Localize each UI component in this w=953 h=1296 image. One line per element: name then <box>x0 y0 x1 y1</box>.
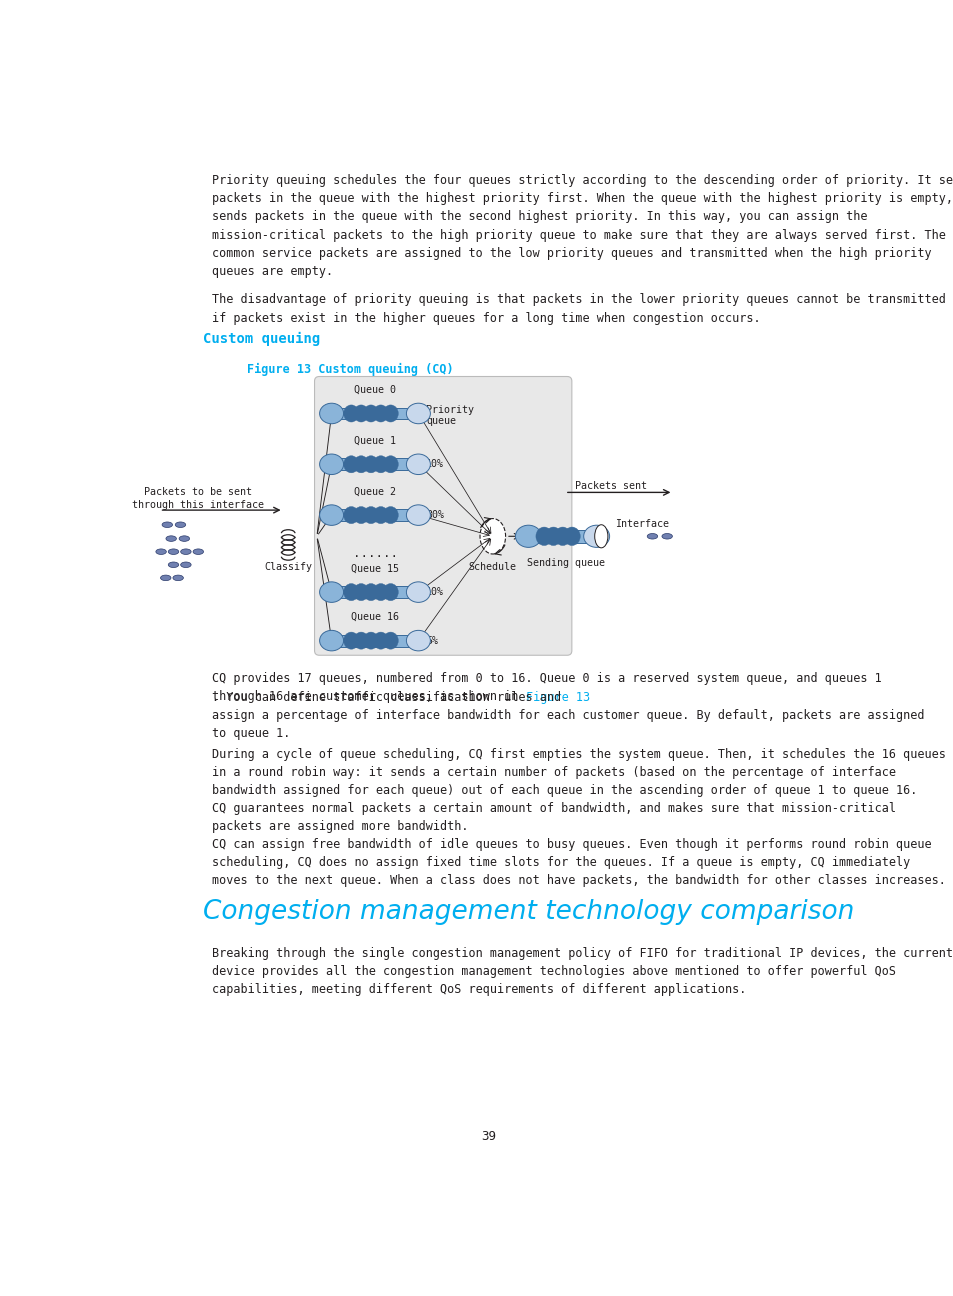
Ellipse shape <box>373 507 388 524</box>
Ellipse shape <box>373 583 388 600</box>
Text: Breaking through the single congestion management policy of FIFO for traditional: Breaking through the single congestion m… <box>212 947 952 997</box>
Text: Sending queue: Sending queue <box>527 557 605 568</box>
Ellipse shape <box>180 562 191 568</box>
Ellipse shape <box>319 454 343 474</box>
Ellipse shape <box>343 583 358 600</box>
Text: Figure 13 Custom queuing (CQ): Figure 13 Custom queuing (CQ) <box>247 363 454 376</box>
Ellipse shape <box>382 583 397 600</box>
Ellipse shape <box>172 575 183 581</box>
Text: Interface: Interface <box>615 520 669 529</box>
Ellipse shape <box>179 535 190 542</box>
Ellipse shape <box>583 525 609 547</box>
Ellipse shape <box>661 534 672 539</box>
Ellipse shape <box>536 527 552 546</box>
Ellipse shape <box>343 507 358 524</box>
Polygon shape <box>332 459 418 470</box>
Text: Priority: Priority <box>426 404 474 415</box>
Ellipse shape <box>406 582 430 603</box>
Ellipse shape <box>193 550 203 555</box>
Ellipse shape <box>363 632 378 649</box>
Ellipse shape <box>343 456 358 473</box>
Ellipse shape <box>594 525 607 548</box>
Ellipse shape <box>382 404 397 422</box>
Ellipse shape <box>646 534 657 539</box>
Text: Queue 16: Queue 16 <box>351 612 398 622</box>
Text: CQ can assign free bandwidth of idle queues to busy queues. Even though it perfo: CQ can assign free bandwidth of idle que… <box>212 837 945 888</box>
Polygon shape <box>528 530 596 543</box>
Text: Queue 15: Queue 15 <box>351 564 398 574</box>
Ellipse shape <box>363 583 378 600</box>
Ellipse shape <box>563 527 579 546</box>
Text: Schedule: Schedule <box>468 561 517 572</box>
Ellipse shape <box>479 518 505 553</box>
Text: Custom queuing: Custom queuing <box>203 332 320 346</box>
Polygon shape <box>332 407 418 420</box>
Ellipse shape <box>168 550 178 555</box>
Text: Packets sent: Packets sent <box>575 481 646 491</box>
Ellipse shape <box>354 404 369 422</box>
Text: 30%: 30% <box>426 511 444 520</box>
Ellipse shape <box>363 507 378 524</box>
Ellipse shape <box>155 550 166 555</box>
Ellipse shape <box>180 550 191 555</box>
Ellipse shape <box>406 505 430 525</box>
Ellipse shape <box>354 583 369 600</box>
Ellipse shape <box>406 403 430 424</box>
Ellipse shape <box>319 505 343 525</box>
Text: Packets to be sent
through this interface: Packets to be sent through this interfac… <box>132 487 264 509</box>
Ellipse shape <box>544 527 561 546</box>
FancyBboxPatch shape <box>314 377 571 656</box>
Ellipse shape <box>382 456 397 473</box>
Ellipse shape <box>382 632 397 649</box>
Ellipse shape <box>160 575 171 581</box>
Text: . You can define traffic classification rules and
assign a percentage of interfa: . You can define traffic classification … <box>212 691 923 740</box>
Text: The disadvantage of priority queuing is that packets in the lower priority queue: The disadvantage of priority queuing is … <box>212 293 945 324</box>
Text: Priority queuing schedules the four queues strictly according to the descending : Priority queuing schedules the four queu… <box>212 174 953 279</box>
Text: 10%: 10% <box>426 587 444 597</box>
Ellipse shape <box>354 507 369 524</box>
Ellipse shape <box>373 456 388 473</box>
Text: CQ provides 17 queues, numbered from 0 to 16. Queue 0 is a reserved system queue: CQ provides 17 queues, numbered from 0 t… <box>212 673 882 704</box>
Ellipse shape <box>354 456 369 473</box>
Ellipse shape <box>319 630 343 651</box>
Ellipse shape <box>319 403 343 424</box>
Text: 10%: 10% <box>426 459 444 469</box>
Ellipse shape <box>168 562 178 568</box>
Ellipse shape <box>319 582 343 603</box>
Ellipse shape <box>363 404 378 422</box>
Text: Classify: Classify <box>264 562 312 573</box>
Text: queue: queue <box>426 416 456 426</box>
Polygon shape <box>332 509 418 521</box>
Text: Queue 0: Queue 0 <box>354 385 395 395</box>
Text: Queue 2: Queue 2 <box>354 486 395 496</box>
Ellipse shape <box>166 535 176 542</box>
Ellipse shape <box>382 507 397 524</box>
Text: Queue 1: Queue 1 <box>354 435 395 446</box>
Polygon shape <box>332 586 418 597</box>
Text: 39: 39 <box>481 1130 496 1143</box>
Text: Figure 13: Figure 13 <box>525 691 590 704</box>
Text: 5%: 5% <box>426 635 437 645</box>
Ellipse shape <box>363 456 378 473</box>
Ellipse shape <box>406 454 430 474</box>
Ellipse shape <box>373 632 388 649</box>
Ellipse shape <box>162 522 172 527</box>
Text: During a cycle of queue scheduling, CQ first empties the system queue. Then, it : During a cycle of queue scheduling, CQ f… <box>212 748 945 833</box>
Ellipse shape <box>373 404 388 422</box>
Text: ......: ...... <box>352 547 397 560</box>
Ellipse shape <box>343 632 358 649</box>
Ellipse shape <box>406 630 430 651</box>
Ellipse shape <box>515 525 541 547</box>
Ellipse shape <box>354 632 369 649</box>
Ellipse shape <box>554 527 570 546</box>
Polygon shape <box>332 635 418 647</box>
Ellipse shape <box>343 404 358 422</box>
Ellipse shape <box>175 522 186 527</box>
Text: Congestion management technology comparison: Congestion management technology compari… <box>203 899 854 925</box>
